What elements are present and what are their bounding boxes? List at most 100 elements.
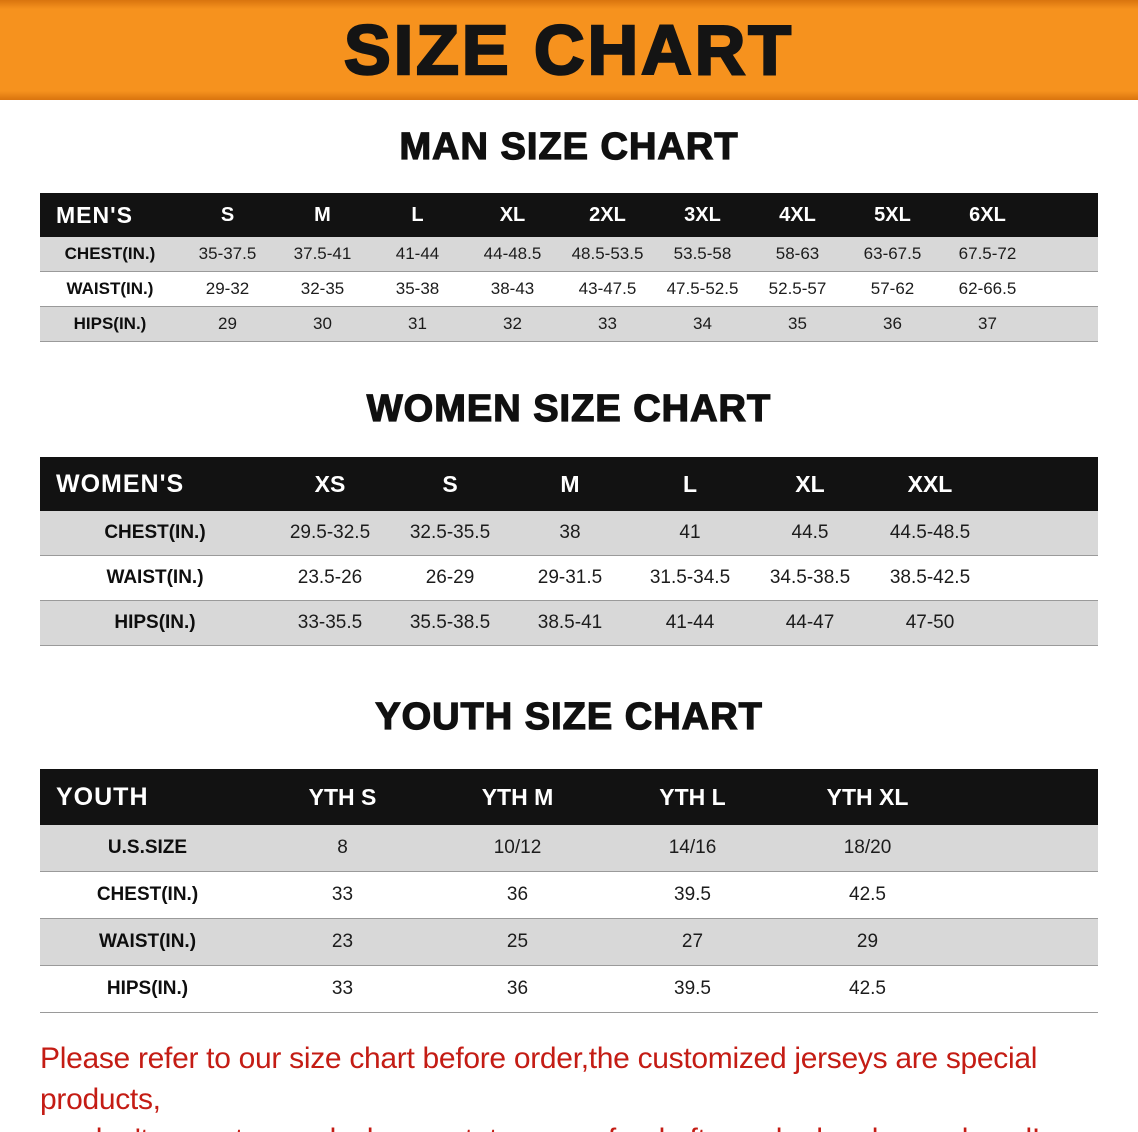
spacer-cell xyxy=(955,919,1098,966)
value-cell: 41 xyxy=(679,522,701,543)
women-size-section: WOMEN SIZE CHART WOMEN'S XS S M L XL XXL CHEST(… xyxy=(0,387,1138,646)
size-column-header: 4XL xyxy=(750,193,845,237)
value-cell: 42.5 xyxy=(849,884,886,905)
value-cell: 62-66.5 xyxy=(958,279,1017,298)
value-cell: 42.5 xyxy=(849,978,886,999)
value-cell: 63-67.5 xyxy=(863,244,922,263)
row-label-cell: CHEST(IN.) xyxy=(104,522,206,543)
row-label-cell: CHEST(IN.) xyxy=(96,884,199,905)
value-cell: 30 xyxy=(313,314,332,333)
women-size-table: WOMEN'S XS S M L XL XXL CHEST(IN.) 29.5-32.5 32.5… xyxy=(40,457,1098,646)
spacer-cell xyxy=(1035,272,1098,307)
table-title-cell: WOMEN'S xyxy=(40,457,270,511)
value-cell: 33 xyxy=(331,978,354,999)
value-cell: 53.5-58 xyxy=(673,244,732,263)
women-size-heading: WOMEN SIZE CHART xyxy=(366,387,772,430)
value-cell: 27 xyxy=(681,931,704,952)
disclaimer-line-2: we don't accept cancel, change, teturn o… xyxy=(40,1120,1120,1132)
row-label-cell: U.S.SIZE xyxy=(107,837,188,858)
spacer-cell xyxy=(955,825,1098,872)
value-cell: 38-43 xyxy=(490,279,535,298)
value-cell: 34.5-38.5 xyxy=(769,567,851,588)
value-cell: 39.5 xyxy=(674,884,711,905)
size-column-header: YTH M xyxy=(430,769,605,825)
value-cell: 67.5-72 xyxy=(958,244,1017,263)
value-cell: 33 xyxy=(598,314,617,333)
value-cell: 38 xyxy=(559,522,581,543)
value-cell: 44.5 xyxy=(791,522,829,543)
table-row: U.S.SIZE 8 10/12 14/16 18/20 xyxy=(40,825,1098,872)
value-cell: 32.5-35.5 xyxy=(409,522,491,543)
value-cell: 18/20 xyxy=(843,837,892,858)
spacer-cell xyxy=(990,556,1098,601)
value-cell: 57-62 xyxy=(870,279,915,298)
size-column-header: YTH L xyxy=(605,769,780,825)
size-column-header: YTH S xyxy=(255,769,430,825)
size-column-header: XS xyxy=(270,457,390,511)
size-column-header: XL xyxy=(465,193,560,237)
value-cell: 35.5-38.5 xyxy=(409,612,491,633)
value-cell: 35-37.5 xyxy=(198,244,257,263)
value-cell: 36 xyxy=(506,978,529,999)
table-row: CHEST(IN.) 29.5-32.5 32.5-35.5 38 41 44.5 44.5… xyxy=(40,511,1098,556)
table-row: CHEST(IN.) 33 36 39.5 42.5 xyxy=(40,871,1098,919)
value-cell: 48.5-53.5 xyxy=(571,244,644,263)
value-cell: 34 xyxy=(693,314,712,333)
value-cell: 43-47.5 xyxy=(578,279,637,298)
youth-size-table: YOUTH YTH S YTH M YTH L YTH XL U.S.SIZE 8 10/12… xyxy=(40,769,1098,1013)
value-cell: 32 xyxy=(503,314,522,333)
value-cell: 29-31.5 xyxy=(537,567,603,588)
page-title: SIZE CHART xyxy=(343,10,794,91)
table-row: HIPS(IN.) 33-35.5 35.5-38.5 38.5-41 41-44 44-… xyxy=(40,600,1098,646)
table-row: WAIST(IN.) 23 25 27 29 xyxy=(40,918,1098,966)
spacer-cell xyxy=(990,457,1098,511)
value-cell: 35-38 xyxy=(395,279,440,298)
value-cell: 47.5-52.5 xyxy=(666,279,739,298)
value-cell: 33 xyxy=(331,884,354,905)
row-label-cell: CHEST(IN.) xyxy=(64,244,156,263)
value-cell: 44-47 xyxy=(785,612,835,633)
spacer-cell xyxy=(955,966,1098,1013)
table-title-cell: YOUTH xyxy=(40,769,255,825)
table-row: HIPS(IN.) 29 30 31 32 33 34 35 36 37 xyxy=(40,306,1098,342)
value-cell: 44.5-48.5 xyxy=(889,522,971,543)
size-column-header: M xyxy=(510,457,630,511)
value-cell: 44-48.5 xyxy=(483,244,542,263)
value-cell: 31.5-34.5 xyxy=(649,567,731,588)
man-size-section: MAN SIZE CHART MEN'S S M L XL 2XL 3XL 4XL 5XL 6XL… xyxy=(0,125,1138,342)
table-row: WAIST(IN.) 29-32 32-35 35-38 38-43 43-47.5 47.… xyxy=(40,271,1098,307)
size-column-header: 6XL xyxy=(940,193,1035,237)
value-cell: 26-29 xyxy=(425,567,475,588)
table-header-row: WOMEN'S XS S M L XL XXL xyxy=(40,457,1098,511)
value-cell: 52.5-57 xyxy=(768,279,827,298)
value-cell: 37.5-41 xyxy=(293,244,352,263)
table-header-row: MEN'S S M L XL 2XL 3XL 4XL 5XL 6XL xyxy=(40,193,1098,237)
value-cell: 38.5-41 xyxy=(537,612,603,633)
youth-size-heading: YOUTH SIZE CHART xyxy=(375,695,763,738)
table-row: CHEST(IN.) 35-37.5 37.5-41 41-44 44-48.5 48.5… xyxy=(40,237,1098,272)
spacer-cell xyxy=(955,872,1098,919)
banner: SIZE CHART xyxy=(0,0,1138,100)
table-row: WAIST(IN.) 23.5-26 26-29 29-31.5 31.5-34.5 34… xyxy=(40,555,1098,601)
value-cell: 29 xyxy=(856,931,879,952)
size-column-header: S xyxy=(180,193,275,237)
disclaimer-line-1: Please refer to our size chart before or… xyxy=(40,1042,1038,1116)
value-cell: 35 xyxy=(788,314,807,333)
size-column-header: L xyxy=(370,193,465,237)
row-label-cell: WAIST(IN.) xyxy=(66,279,154,298)
spacer-cell xyxy=(955,769,1098,825)
spacer-cell xyxy=(1035,193,1098,237)
size-column-header: XL xyxy=(750,457,870,511)
value-cell: 31 xyxy=(408,314,427,333)
value-cell: 41-44 xyxy=(395,244,440,263)
value-cell: 23 xyxy=(331,931,354,952)
size-column-header: S xyxy=(390,457,510,511)
value-cell: 39.5 xyxy=(674,978,711,999)
size-column-header: YTH XL xyxy=(780,769,955,825)
row-label-cell: HIPS(IN.) xyxy=(114,612,196,633)
spacer-cell xyxy=(1035,307,1098,342)
size-column-header: XXL xyxy=(870,457,990,511)
size-column-header: M xyxy=(275,193,370,237)
spacer-cell xyxy=(990,601,1098,646)
